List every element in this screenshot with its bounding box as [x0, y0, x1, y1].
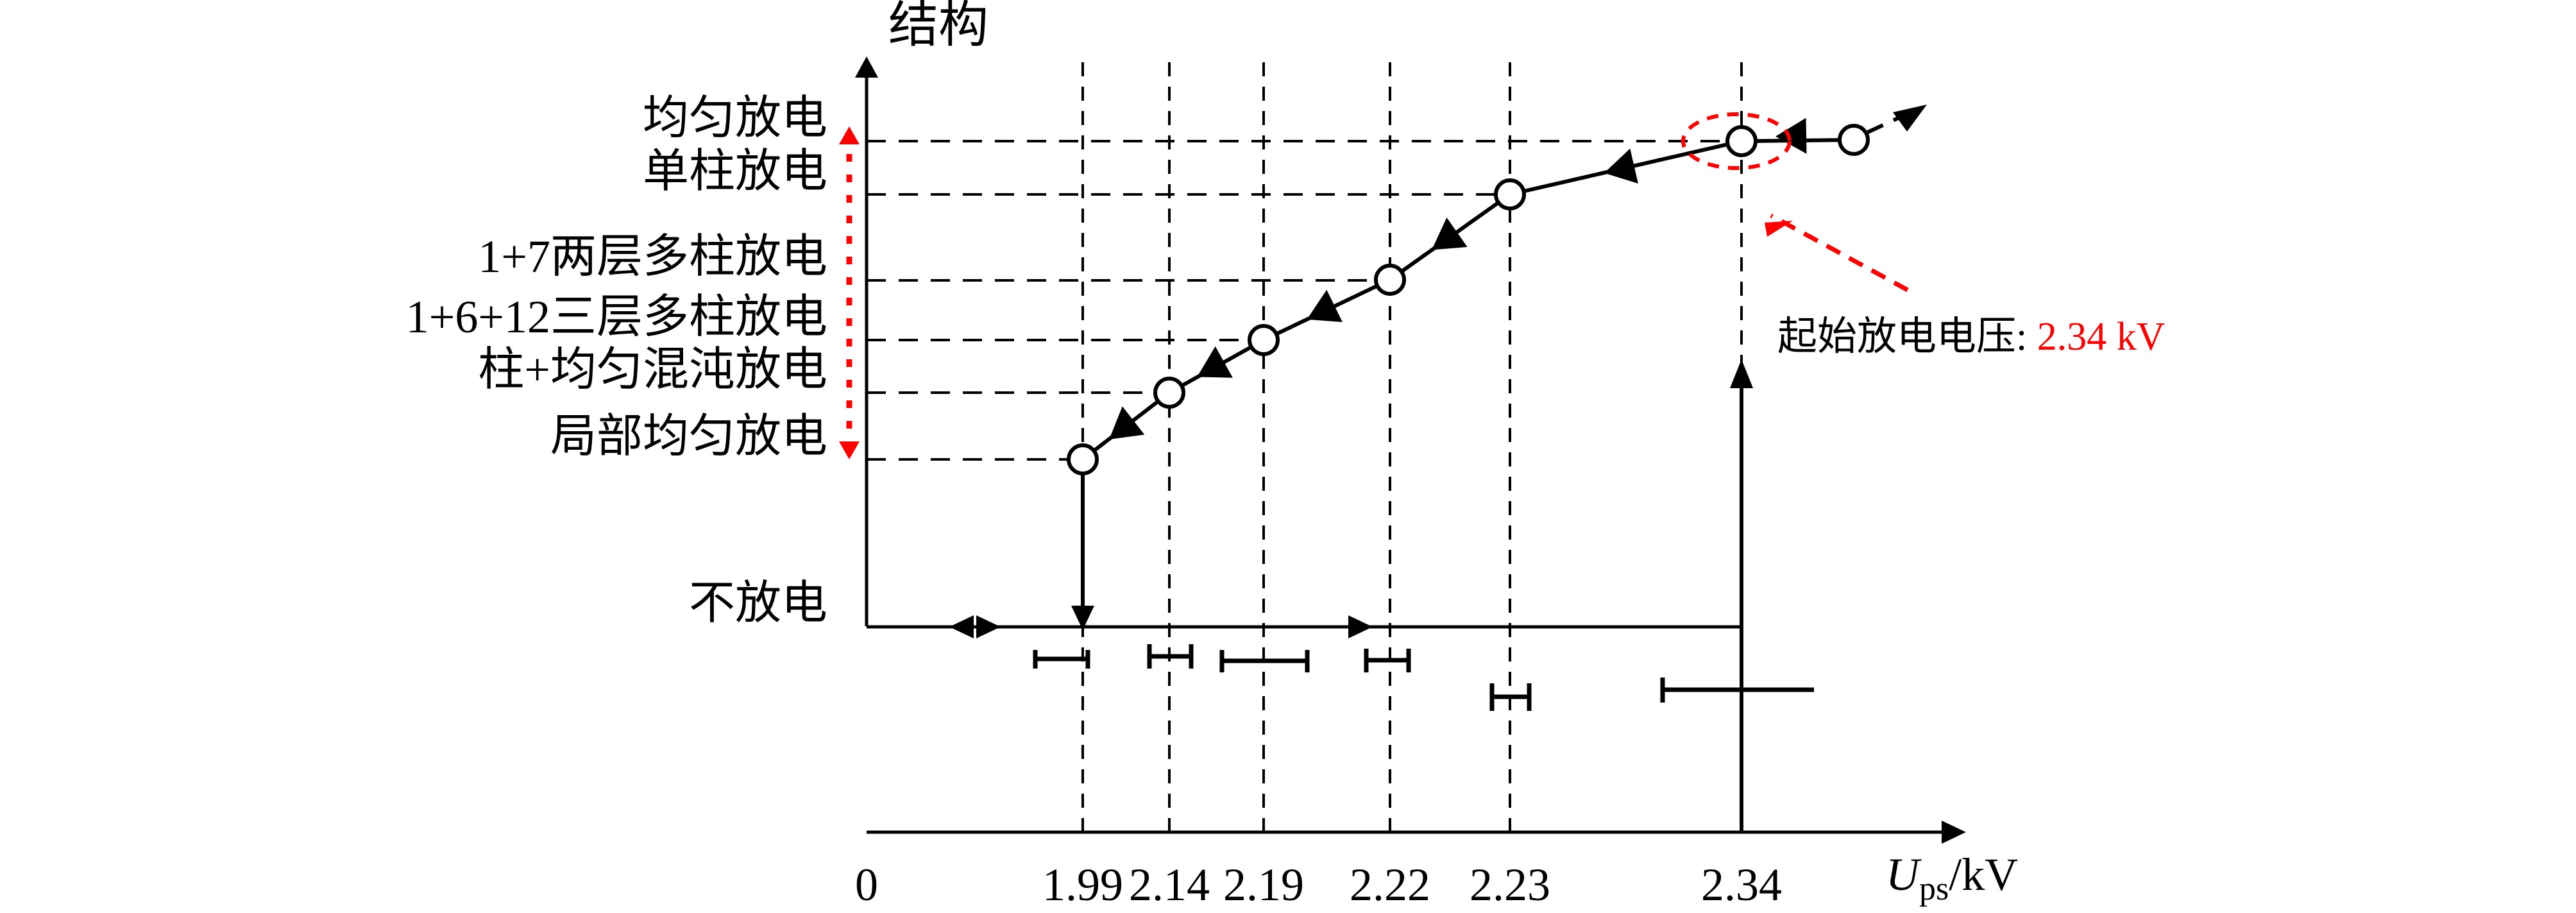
svg-text:1+6+12三层多柱放电: 1+6+12三层多柱放电 — [406, 291, 827, 343]
svg-text:局部均匀放电: 局部均匀放电 — [550, 411, 827, 462]
svg-text:0: 0 — [855, 859, 878, 910]
svg-text:2.34: 2.34 — [1701, 859, 1782, 910]
svg-text:1.99: 1.99 — [1042, 859, 1123, 910]
svg-text:2.22: 2.22 — [1350, 859, 1430, 910]
svg-text:2.19: 2.19 — [1223, 859, 1304, 910]
svg-text:Ups/kV: Ups/kV — [1886, 849, 2018, 907]
svg-text:起始放电电压: 2.34 kV: 起始放电电压: 2.34 kV — [1777, 315, 2165, 359]
svg-text:单柱放电: 单柱放电 — [643, 146, 827, 197]
svg-text:1+7两层多柱放电: 1+7两层多柱放电 — [478, 231, 827, 282]
svg-text:2.14: 2.14 — [1129, 859, 1210, 910]
svg-text:柱+均匀混沌放电: 柱+均匀混沌放电 — [478, 344, 827, 395]
svg-text:2.23: 2.23 — [1470, 859, 1550, 910]
svg-text:均匀放电: 均匀放电 — [643, 92, 827, 144]
svg-text:不放电: 不放电 — [689, 577, 827, 629]
svg-text:结构: 结构 — [888, 0, 988, 53]
